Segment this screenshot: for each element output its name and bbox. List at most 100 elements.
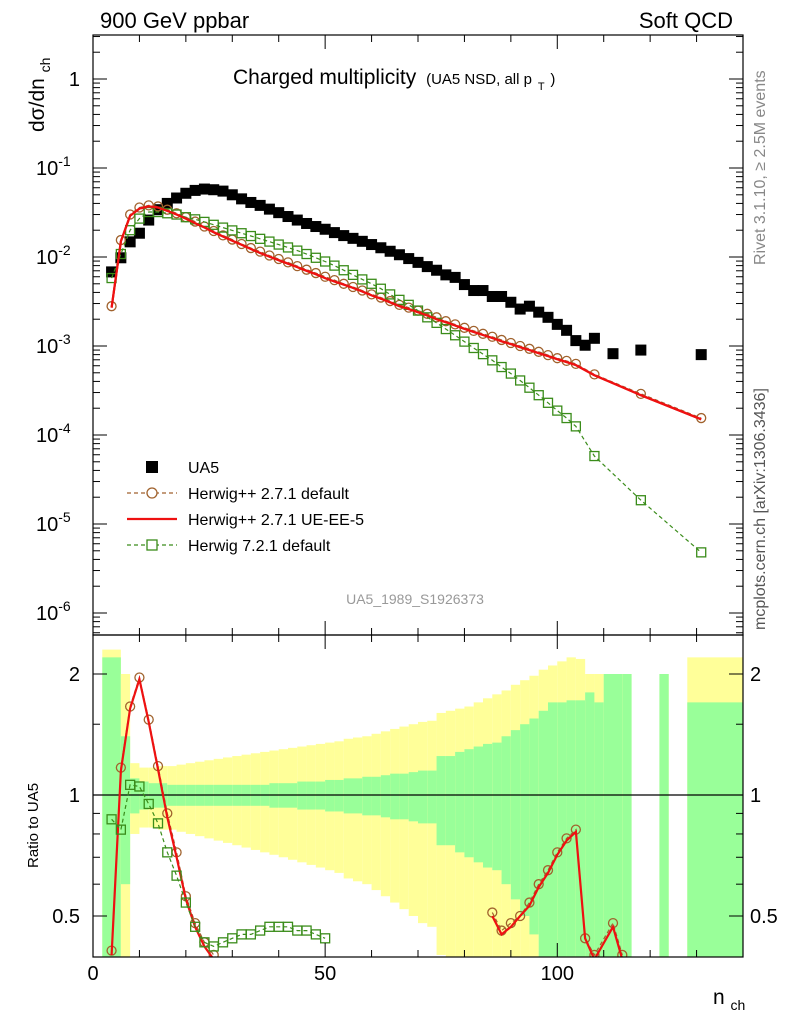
ua5-point [189, 184, 201, 196]
ua5-point [273, 207, 285, 219]
ratio-herwig7-default-point [180, 897, 192, 908]
ua5-point [477, 285, 489, 297]
ua5-point [291, 214, 303, 226]
ratio-herwig-pp-default-point [617, 949, 628, 957]
stat-uncertainty-band [483, 743, 493, 868]
ratio-herwig7-default-point [143, 798, 154, 810]
ua5-point [245, 196, 257, 208]
category-label: Soft QCD [639, 8, 733, 33]
y-tick-label: 10-6 [36, 598, 71, 625]
x-tick-label: 50 [314, 963, 336, 985]
ua5-point [180, 187, 192, 199]
ua5-point [635, 344, 647, 356]
ratio-herwig-pp-default-point [589, 949, 600, 957]
ua5-point [152, 204, 164, 216]
stat-uncertainty-band [520, 724, 530, 916]
ua5-point [171, 192, 183, 204]
y-tick-label-exponent: -2 [58, 242, 71, 258]
ua5-point [393, 249, 405, 261]
ua5-point [412, 256, 424, 268]
herwig7-default-point [347, 269, 359, 281]
ua5-point [217, 185, 229, 197]
y-tick-label-exponent: -4 [58, 420, 71, 436]
ua5-point [106, 266, 118, 278]
herwig7-default-point [561, 412, 572, 424]
ua5-point [570, 335, 582, 347]
legend-label: UA5 [188, 460, 219, 477]
main-title-sub-suffix: ) [550, 71, 555, 88]
herwig7-default-point [487, 355, 498, 366]
stat-uncertainty-band [585, 692, 595, 957]
ua5-point [133, 227, 145, 239]
stat-uncertainty-band [445, 756, 456, 846]
herwig-pp-default-point [589, 369, 600, 380]
stat-uncertainty-band [362, 776, 372, 816]
ratio-panel: 2 2 1 1 0.5 0.5 0 50 100 Ratio to UA5 n ch [25, 634, 778, 1013]
ua5-point [375, 242, 387, 254]
herwig7-default-point [468, 342, 479, 354]
main-title: Charged multiplicity (UA5 NSD, all p T ) [233, 66, 555, 95]
ua5-point [523, 300, 535, 312]
ua5-point [347, 232, 359, 244]
ratio-herwig7-default-point [106, 814, 117, 825]
ua5-point [505, 296, 517, 308]
stat-uncertainty-band [603, 674, 613, 957]
ua5-point [421, 261, 433, 273]
ratio-herwig-pp-default-line [491, 828, 623, 957]
x-tick-label: 0 [87, 963, 98, 985]
stat-uncertainty-band [418, 770, 428, 824]
main-y-axis-label: dσ/dn ch [26, 58, 53, 132]
main-title-sub-subscript: T [538, 81, 545, 93]
ratio-herwig7-default-point [319, 933, 331, 944]
legend-label: Herwig++ 2.7.1 default [188, 486, 350, 503]
y-tick-label: 10-3 [36, 331, 71, 358]
stat-uncertainty-band [436, 756, 446, 846]
x-axis-label: n ch [713, 986, 745, 1013]
stat-uncertainty-band [538, 710, 548, 957]
stat-uncertainty-band [473, 746, 483, 863]
stat-uncertainty-band [380, 775, 391, 818]
ratio-herwig7-default-point [171, 870, 182, 881]
y-tick-label: 10-4 [36, 420, 71, 447]
herwig7-default-point [310, 252, 322, 263]
ratio-y-tick-label-left: 2 [69, 664, 80, 686]
y-tick-label: 10-1 [36, 153, 71, 180]
herwig7-default-point [589, 450, 600, 462]
ua5-point [431, 264, 443, 276]
herwig7-default-point [477, 348, 489, 360]
rivet-version-label: Rivet 3.1.10, ≥ 2.5M events [752, 70, 769, 265]
stat-uncertainty-band [325, 779, 335, 812]
herwig7-default-point [524, 382, 535, 393]
ua5-point [384, 245, 396, 257]
ratio-ticks [92, 635, 744, 957]
ratio-herwig7-default-point [217, 937, 229, 948]
ua5-point [468, 285, 480, 297]
ua5-point [143, 214, 155, 226]
ratio-y-axis-label: Ratio to UA5 [25, 783, 42, 868]
main-y-ticks [92, 35, 744, 635]
herwig7-default-point [696, 547, 707, 558]
stat-uncertainty-band [334, 779, 344, 812]
herwig7-default-point [115, 248, 127, 260]
ua5-point [695, 349, 707, 361]
herwig7-default-point [236, 228, 247, 239]
ua5-point [236, 193, 248, 205]
herwig-pp-default-line [111, 204, 702, 419]
herwig7-default-point [366, 278, 377, 289]
y-tick-label: 10-5 [36, 509, 71, 536]
herwig7-default-point [552, 405, 563, 416]
stat-uncertainty-band [548, 702, 558, 957]
legend-marker [146, 539, 158, 551]
stat-uncertainty-band [120, 736, 131, 885]
x-axis-label-text: n [713, 986, 725, 1009]
ua5-point [115, 252, 127, 264]
ua5-point [542, 311, 554, 323]
stat-uncertainty-band [557, 702, 567, 957]
herwig-pp-ue-ee5-line [110, 205, 702, 421]
legend-marker [146, 487, 158, 499]
herwig7-default-point [496, 361, 507, 373]
herwig-pp-ue-ee5-line [110, 205, 702, 421]
ua5-point [263, 203, 275, 215]
stat-uncertainty-band [353, 778, 363, 814]
ratio-herwig7-default-point [189, 921, 201, 932]
